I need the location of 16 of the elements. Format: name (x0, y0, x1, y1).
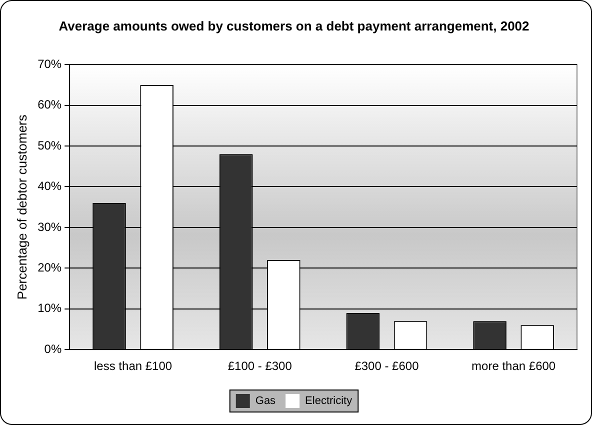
x-tick-label: £300 - £600 (354, 359, 420, 374)
y-axis-title: Percentage of debtor customers (14, 114, 30, 300)
legend-label: Electricity (305, 395, 353, 408)
x-tick-label: less than £100 (94, 359, 172, 374)
legend-label: Gas (255, 395, 276, 408)
y-tick-label: 10% (38, 301, 62, 316)
y-tick-label: 30% (38, 220, 62, 234)
y-tick-label: 0% (44, 342, 62, 356)
x-tick-label: more than £600 (472, 359, 556, 374)
y-tick-label: 70% (38, 56, 62, 71)
y-tick-label: 50% (38, 138, 62, 152)
chart-title: Average amounts owed by customers on a debt payment arrangement, 2002 (58, 18, 530, 34)
y-tick-label: 20% (38, 260, 62, 274)
y-tick-label: 60% (38, 98, 62, 112)
y-tick-label: 40% (38, 179, 62, 194)
x-tick-label: £100 - £300 (228, 359, 292, 374)
